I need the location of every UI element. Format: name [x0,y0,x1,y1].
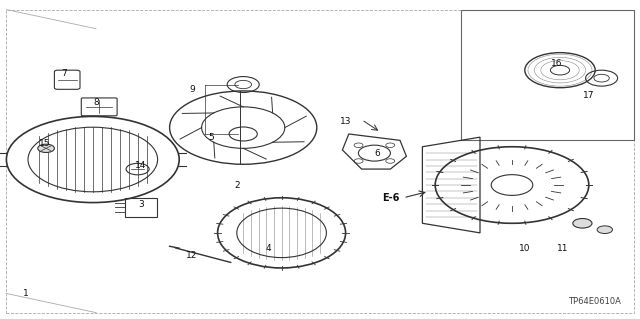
Circle shape [597,226,612,234]
Text: 14: 14 [135,161,147,170]
Text: 4: 4 [266,244,271,253]
Text: 16: 16 [551,59,563,68]
Text: TP64E0610A: TP64E0610A [568,297,621,306]
Text: 2: 2 [234,181,239,189]
Text: 12: 12 [186,251,198,260]
Text: 1: 1 [23,289,28,298]
Circle shape [38,144,54,152]
Bar [125,198,157,217]
Text: 15: 15 [39,139,51,148]
Text: 3: 3 [138,200,143,209]
Text: 11: 11 [557,244,569,253]
Text: 5: 5 [209,133,214,142]
Text: 17: 17 [583,91,595,100]
Text: 9: 9 [189,85,195,94]
Text: 10: 10 [519,244,531,253]
Text: 7: 7 [61,69,67,78]
Text: 6: 6 [375,149,380,158]
Text: E-6: E-6 [381,193,399,203]
Text: 8: 8 [93,98,99,107]
Text: 13: 13 [340,117,351,126]
Circle shape [573,219,592,228]
